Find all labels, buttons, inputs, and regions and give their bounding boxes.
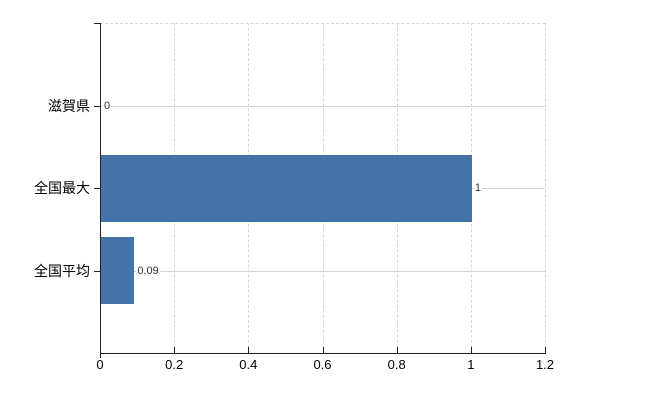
value-label: 0 [103,98,112,113]
x-tick-mark [396,347,398,353]
x-tick-label: 0.4 [239,357,258,372]
x-tick-label: 1.2 [535,357,555,372]
bar[interactable] [101,237,135,304]
vertical-gridline [545,23,546,353]
x-tick-label: 0.6 [313,357,332,372]
y-tick-mark [94,270,100,272]
bar[interactable] [101,154,472,222]
x-tick-mark [174,347,176,353]
value-label: 1 [473,181,482,195]
value-label: 0.09 [136,263,160,278]
x-axis-line [100,353,546,354]
x-tick-label: 0 [96,357,104,372]
x-tick-mark [248,347,250,353]
x-tick-label: 0.2 [165,357,184,372]
x-tick-mark [322,347,324,353]
x-tick-mark [100,347,101,353]
category-label: 全国最大 [34,180,90,196]
x-tick-label: 1 [467,357,475,372]
y-axis-line [100,23,101,358]
y-tick-mark [94,188,100,189]
category-label: 滋賀県 [48,97,90,114]
x-tick-mark [470,347,472,353]
category-label: 全国平均 [34,262,90,279]
horizontal-gridline [100,270,545,272]
x-tick-mark [545,347,546,353]
horizontal-gridline [100,105,545,107]
x-tick-label: 0.8 [387,357,406,372]
y-tick-mark [94,105,100,107]
y-tick-mark [94,23,100,24]
